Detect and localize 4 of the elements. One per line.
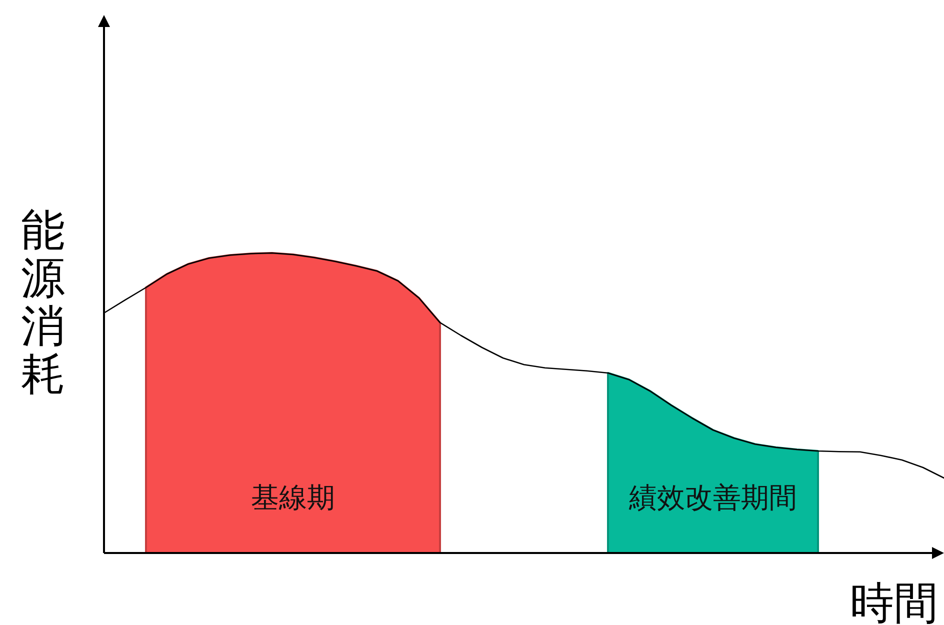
y-axis-title: 能源消耗 bbox=[21, 206, 65, 399]
series-label: 基線期 bbox=[251, 482, 335, 513]
series-label: 績效改善期間 bbox=[628, 482, 797, 513]
x-axis-title: 時間 bbox=[850, 579, 938, 625]
